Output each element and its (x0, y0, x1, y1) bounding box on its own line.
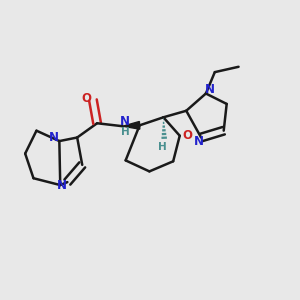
Text: O: O (182, 129, 192, 142)
Text: N: N (120, 115, 130, 128)
Text: H: H (158, 142, 167, 152)
Text: N: N (49, 131, 59, 144)
Text: N: N (194, 136, 204, 148)
Text: N: N (204, 82, 214, 96)
Polygon shape (123, 122, 140, 129)
Text: H: H (121, 127, 129, 136)
Text: O: O (81, 92, 92, 105)
Text: N: N (57, 178, 67, 192)
